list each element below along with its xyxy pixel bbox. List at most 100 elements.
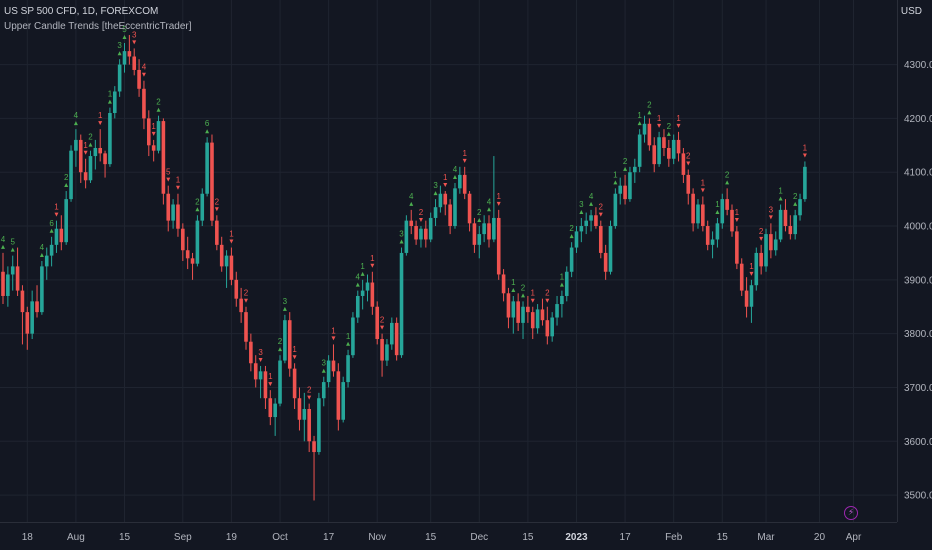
candle-body[interactable]: [633, 166, 637, 173]
candle-body[interactable]: [788, 226, 793, 235]
candle-body[interactable]: [88, 156, 93, 181]
candle-body[interactable]: [642, 123, 647, 135]
candle-body[interactable]: [6, 274, 10, 296]
candle-body[interactable]: [676, 139, 681, 154]
candle-body[interactable]: [598, 226, 603, 253]
candle-body[interactable]: [273, 403, 277, 418]
candle-body[interactable]: [735, 231, 739, 264]
candle-body[interactable]: [380, 339, 384, 361]
candle-body[interactable]: [210, 142, 214, 221]
candle-body[interactable]: [268, 398, 273, 418]
candle-body[interactable]: [263, 371, 268, 399]
indicator-title[interactable]: Upper Candle Trends [theEccentricTrader]: [4, 21, 192, 32]
candle-body[interactable]: [769, 234, 773, 251]
candle-body[interactable]: [385, 344, 389, 361]
candle-body[interactable]: [147, 118, 151, 146]
candle-body[interactable]: [40, 266, 44, 313]
candle-body[interactable]: [98, 147, 102, 154]
candle-body[interactable]: [54, 228, 59, 245]
candle-body[interactable]: [798, 199, 802, 216]
candle-body[interactable]: [579, 226, 584, 232]
candle-body[interactable]: [433, 207, 438, 218]
candle-body[interactable]: [370, 282, 375, 307]
candle-body[interactable]: [574, 231, 579, 248]
candle-body[interactable]: [336, 371, 341, 420]
candle-body[interactable]: [467, 193, 472, 224]
candle-body[interactable]: [249, 341, 253, 364]
candle-body[interactable]: [365, 282, 370, 291]
candle-body[interactable]: [215, 220, 219, 245]
candle-body[interactable]: [637, 134, 642, 167]
candle-body[interactable]: [477, 234, 482, 245]
candle-body[interactable]: [161, 121, 166, 194]
candle-body[interactable]: [560, 295, 564, 305]
candle-body[interactable]: [258, 371, 263, 380]
candle-body[interactable]: [253, 363, 258, 380]
candle-body[interactable]: [482, 223, 486, 235]
candle-body[interactable]: [171, 204, 175, 221]
candle-body[interactable]: [773, 239, 778, 251]
candle-body[interactable]: [618, 185, 623, 194]
candle-body[interactable]: [793, 215, 797, 235]
candle-body[interactable]: [511, 301, 516, 318]
candle-body[interactable]: [623, 185, 627, 200]
candle-body[interactable]: [176, 204, 180, 229]
candle-body[interactable]: [705, 226, 710, 245]
candle-body[interactable]: [759, 252, 763, 267]
candle-body[interactable]: [278, 360, 282, 404]
candle-body[interactable]: [419, 228, 423, 240]
candle-body[interactable]: [205, 142, 209, 194]
candle-body[interactable]: [312, 441, 316, 453]
candle-body[interactable]: [351, 317, 355, 356]
candle-body[interactable]: [409, 220, 414, 227]
candle-body[interactable]: [448, 204, 452, 227]
candle-body[interactable]: [15, 266, 20, 291]
candle-body[interactable]: [404, 220, 409, 253]
candle-body[interactable]: [671, 139, 676, 159]
candle-body[interactable]: [239, 298, 243, 313]
candle-body[interactable]: [715, 223, 720, 240]
candle-body[interactable]: [613, 193, 618, 227]
candle-body[interactable]: [49, 244, 54, 256]
symbol-title[interactable]: US SP 500 CFD, 1D, FOREXCOM: [4, 6, 159, 17]
candle-body[interactable]: [375, 306, 380, 340]
candle-body[interactable]: [462, 174, 467, 194]
candle-body[interactable]: [132, 56, 137, 70]
candle-body[interactable]: [535, 309, 540, 329]
candle-body[interactable]: [667, 147, 671, 159]
candle-body[interactable]: [151, 145, 156, 151]
candle-body[interactable]: [458, 174, 462, 189]
candle-body[interactable]: [720, 199, 725, 224]
candle-body[interactable]: [589, 215, 593, 221]
candle-body[interactable]: [185, 250, 190, 259]
candle-body[interactable]: [603, 252, 608, 272]
candle-body[interactable]: [453, 188, 457, 227]
candle-body[interactable]: [341, 382, 345, 420]
candle-body[interactable]: [530, 312, 535, 329]
candle-body[interactable]: [652, 145, 657, 165]
candle-body[interactable]: [438, 193, 443, 208]
candle-body[interactable]: [764, 234, 768, 267]
candle-body[interactable]: [555, 304, 559, 318]
candle-body[interactable]: [608, 226, 613, 272]
candle-body[interactable]: [394, 322, 399, 356]
candle-body[interactable]: [69, 150, 73, 200]
candle-body[interactable]: [424, 228, 428, 240]
candle-body[interactable]: [506, 293, 511, 318]
candle-body[interactable]: [321, 382, 326, 399]
candle-body[interactable]: [108, 113, 112, 165]
candle-body[interactable]: [487, 223, 491, 240]
candle-body[interactable]: [156, 121, 161, 151]
candle-body[interactable]: [20, 290, 25, 313]
candle-body[interactable]: [428, 217, 433, 240]
candle-body[interactable]: [754, 252, 759, 286]
time-axis[interactable]: 18 Aug 15 Sep 19 Oct 17 Nov 15 Dec 15 2023 17 Feb 15 Ma…: [22, 532, 862, 543]
candle-body[interactable]: [739, 263, 744, 291]
candle-body[interactable]: [696, 204, 700, 224]
candle-body[interactable]: [564, 271, 569, 296]
candle-body[interactable]: [691, 193, 695, 224]
candle-body[interactable]: [103, 153, 107, 165]
candle-body[interactable]: [414, 226, 418, 240]
candle-body[interactable]: [803, 166, 807, 200]
